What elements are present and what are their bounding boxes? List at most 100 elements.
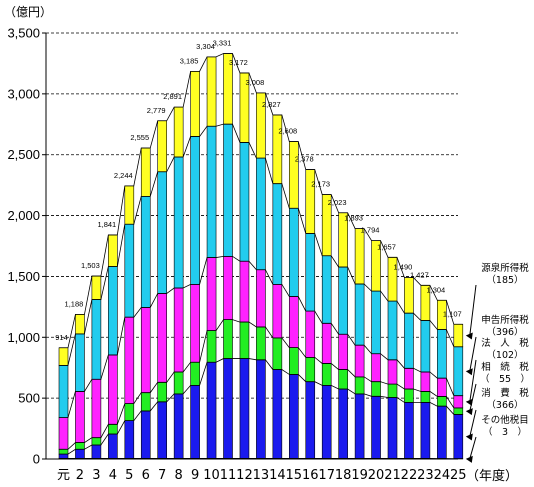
bar-segment xyxy=(420,320,431,373)
bar-segment xyxy=(420,371,431,392)
x-tick-label: 17 xyxy=(318,468,335,483)
bar-segment xyxy=(288,141,299,209)
legend-value: （102） xyxy=(486,349,523,361)
y-tick-label: 1,000 xyxy=(7,330,40,345)
bar-segment xyxy=(404,277,414,314)
x-tick-label: 18 xyxy=(335,468,352,483)
x-tick-label: 19 xyxy=(351,468,368,483)
bar-segment xyxy=(453,395,464,409)
bar-segment xyxy=(140,307,151,393)
bar-segment xyxy=(58,347,69,366)
bar-segment xyxy=(272,369,283,459)
series-connector-line xyxy=(59,255,463,419)
legend-value: （ 3 ） xyxy=(483,426,527,438)
bar-segment xyxy=(404,388,414,403)
x-tick-label: 2 xyxy=(76,468,84,483)
bar-segment xyxy=(157,293,167,383)
total-label: 1,490 xyxy=(394,263,413,272)
bar-segment xyxy=(140,147,151,197)
legend-value: （366） xyxy=(486,399,523,411)
bar-segment xyxy=(338,266,348,335)
bar-segment xyxy=(239,321,250,359)
total-label: 914 xyxy=(55,333,68,342)
bar-segment xyxy=(206,361,217,459)
bar-segment xyxy=(140,410,151,459)
bar-segment xyxy=(91,378,102,438)
bar-segment xyxy=(108,424,118,435)
bar-segment xyxy=(256,269,266,328)
bar-segment xyxy=(173,156,184,289)
legend-label: 消 費 税 xyxy=(481,387,529,399)
bar-segment xyxy=(206,125,217,258)
total-label: 1,794 xyxy=(361,226,380,235)
total-label: 3,304 xyxy=(196,42,215,51)
bar-segment xyxy=(108,354,118,425)
bar-segment xyxy=(75,442,85,450)
bar-segment xyxy=(223,256,233,320)
bar-segment xyxy=(75,448,85,459)
bar-segment xyxy=(338,333,348,370)
bar-segment xyxy=(354,376,365,395)
bar-segment xyxy=(157,120,167,173)
bar-segment xyxy=(190,136,200,285)
series-connector-line xyxy=(59,358,463,455)
bar-segment xyxy=(140,196,151,308)
bar-segment xyxy=(58,365,69,418)
total-label: 2,244 xyxy=(114,171,133,180)
bar-segment xyxy=(173,393,184,459)
bar-segment xyxy=(437,329,447,379)
total-label: 1,107 xyxy=(443,309,462,318)
bar-segment xyxy=(387,383,398,398)
x-tick-label: 14 xyxy=(269,468,286,483)
legend-pointer xyxy=(469,359,477,402)
bar-segment xyxy=(354,228,365,285)
bar-segment xyxy=(354,393,365,459)
total-label: 2,827 xyxy=(262,100,281,109)
total-label: 2,378 xyxy=(295,155,314,164)
x-tick-label: 6 xyxy=(142,468,150,483)
legend-value: （185） xyxy=(486,274,523,286)
bar-segment xyxy=(157,401,167,459)
total-label: 3,172 xyxy=(229,58,248,67)
total-label: 2,173 xyxy=(311,180,330,189)
bar-segment xyxy=(108,433,118,459)
total-label: 2,608 xyxy=(278,127,297,136)
legend-arrowhead xyxy=(465,368,473,376)
x-tick-label: 23 xyxy=(417,468,434,483)
bar-segment xyxy=(338,388,348,459)
total-label: 1,304 xyxy=(426,285,445,294)
series-connector-line xyxy=(59,53,463,349)
legend: 源泉所得税（185） 申告所得税（396）法 人 税（102）相 続 税（ 55 … xyxy=(465,262,530,463)
bar-segment xyxy=(256,157,266,271)
bar-segment xyxy=(437,405,447,459)
y-tick-label: 3,000 xyxy=(7,86,40,101)
bar-segment xyxy=(404,368,414,390)
legend-label: 法 人 税 xyxy=(481,337,529,349)
bar-segment xyxy=(58,453,69,459)
x-tick-label: 16 xyxy=(302,468,319,483)
bar-segment xyxy=(223,358,233,459)
x-axis-title: （年度） xyxy=(466,468,518,484)
y-tick-label: 3,500 xyxy=(7,26,40,41)
bar-segment xyxy=(338,369,348,390)
x-tick-label: 5 xyxy=(125,468,133,483)
bar-segment xyxy=(404,312,414,369)
bar-segment xyxy=(190,71,200,137)
legend-arrowhead xyxy=(465,332,473,340)
bar-segment xyxy=(305,310,316,358)
bar-segment xyxy=(190,361,200,386)
x-tick-label: 25 xyxy=(450,468,467,483)
bar-segment xyxy=(91,299,102,380)
total-label: 1,893 xyxy=(344,214,363,223)
bar-segment xyxy=(371,290,381,355)
x-tick-label: 4 xyxy=(109,468,117,483)
bar-segment xyxy=(420,391,431,403)
total-label: 1,427 xyxy=(410,270,429,279)
y-unit-label: （億円） xyxy=(4,5,52,19)
bar-segment xyxy=(75,333,85,392)
x-tick-label: 10 xyxy=(203,468,220,483)
bar-segment xyxy=(288,207,299,297)
legend-arrowhead xyxy=(465,433,473,441)
total-label: 1,503 xyxy=(81,261,100,270)
bar-segment xyxy=(453,407,464,415)
